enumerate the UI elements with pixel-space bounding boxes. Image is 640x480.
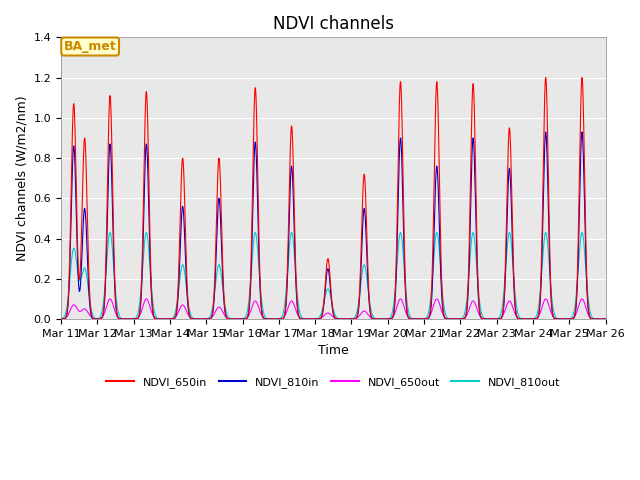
- Y-axis label: NDVI channels (W/m2/nm): NDVI channels (W/m2/nm): [15, 96, 28, 261]
- Title: NDVI channels: NDVI channels: [273, 15, 394, 33]
- X-axis label: Time: Time: [318, 344, 349, 357]
- Legend: NDVI_650in, NDVI_810in, NDVI_650out, NDVI_810out: NDVI_650in, NDVI_810in, NDVI_650out, NDV…: [102, 372, 564, 392]
- Text: BA_met: BA_met: [64, 40, 116, 53]
